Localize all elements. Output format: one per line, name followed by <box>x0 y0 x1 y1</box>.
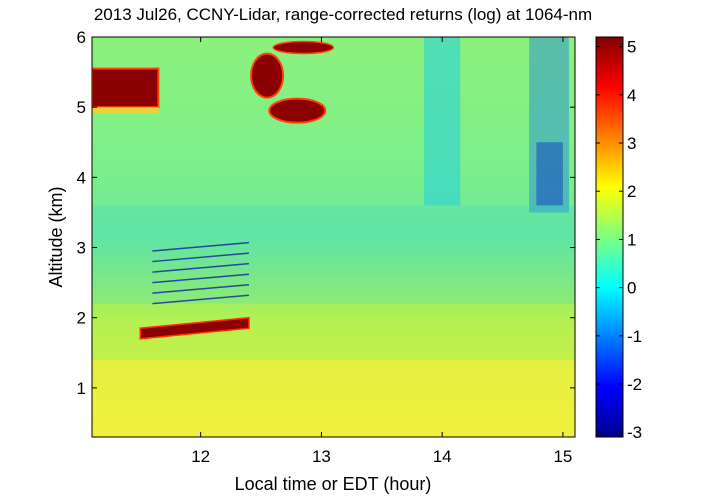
y-tick-label: 5 <box>77 98 86 117</box>
cloud-layer <box>92 67 160 109</box>
y-tick-label: 6 <box>77 28 86 47</box>
colorbar-tick-label: 0 <box>627 279 636 298</box>
colorbar-tick-label: 1 <box>627 230 636 249</box>
colorbar-tick-label: -1 <box>627 327 642 346</box>
y-axis-label: Altitude (km) <box>46 186 66 287</box>
colorbar-tick-label: 2 <box>627 182 636 201</box>
cloud-blob <box>268 97 327 124</box>
plot-frame <box>91 36 576 438</box>
colorbar-ticks: 5 4 3 2 1 0 -1 -2 -3 <box>596 38 642 442</box>
noise-streak <box>152 241 250 252</box>
x-tick-label: 12 <box>191 447 210 466</box>
cloud-blob <box>272 40 335 55</box>
heatmap-plot-area <box>92 37 575 437</box>
x-axis-label: Local time or EDT (hour) <box>235 474 432 494</box>
boundary-layer-band <box>92 359 575 437</box>
y-tick-label: 2 <box>77 309 86 328</box>
colorbar-tick-label: -3 <box>627 423 642 442</box>
noise-streak <box>152 283 250 294</box>
aerosol-layer <box>139 316 250 340</box>
noise-streak <box>152 273 250 284</box>
y-tick-label: 3 <box>77 239 86 258</box>
colorbar-tick-label: 4 <box>627 86 636 105</box>
colorbar-tick-label: -2 <box>627 375 642 394</box>
chart-title: 2013 Jul26, CCNY-Lidar, range-corrected … <box>94 5 592 24</box>
x-tick-label: 13 <box>312 447 331 466</box>
colorbar-tick-label: 5 <box>627 38 636 57</box>
colorbar: 5 4 3 2 1 0 -1 -2 -3 <box>595 36 642 442</box>
x-tick-label: 14 <box>433 447 452 466</box>
x-axis-ticks: 12 13 14 15 <box>191 37 572 466</box>
colorbar-tick-label: 3 <box>627 134 636 153</box>
noise-streak <box>152 262 250 273</box>
y-axis-ticks: 1 2 3 4 5 6 <box>77 28 575 398</box>
x-tick-label: 15 <box>553 447 572 466</box>
y-tick-label: 4 <box>77 168 86 187</box>
cloud-blob <box>250 52 285 99</box>
cyan-haze-band <box>92 205 575 304</box>
cloud-base-glow <box>92 107 159 114</box>
y-tick-label: 1 <box>77 379 86 398</box>
noise-streak <box>152 294 250 305</box>
noise-streak <box>152 252 250 263</box>
clear-air-region <box>424 37 461 206</box>
clear-air-core <box>536 142 563 206</box>
